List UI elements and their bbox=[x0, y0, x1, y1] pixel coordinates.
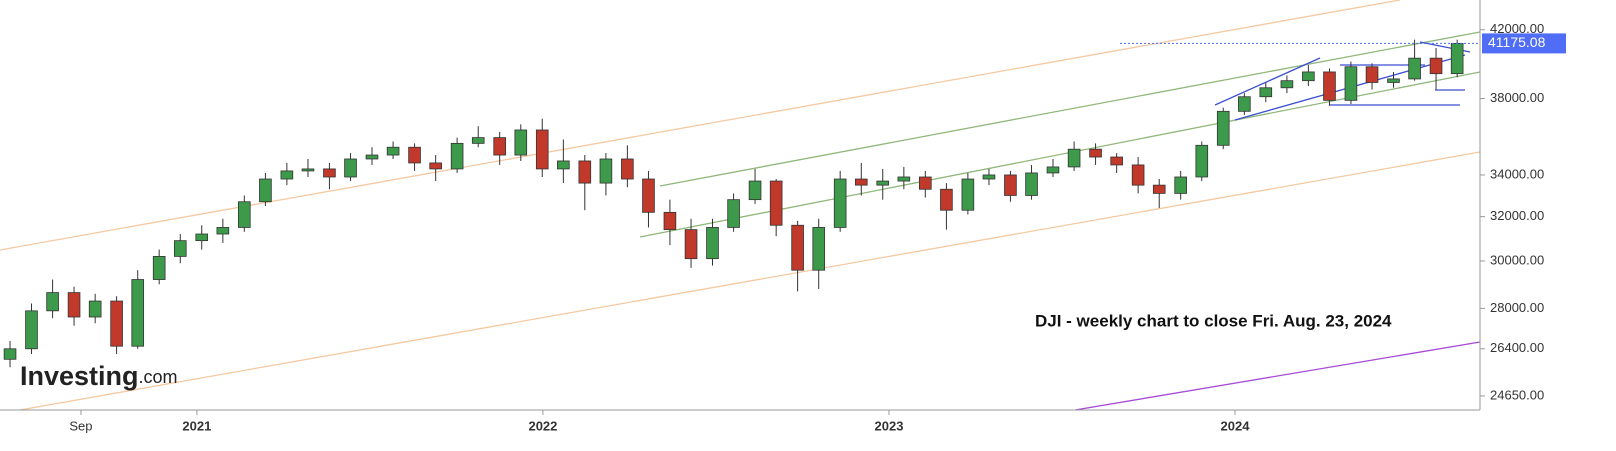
y-tick-label: 34000.00 bbox=[1490, 166, 1544, 181]
candle-body bbox=[1450, 43, 1464, 75]
candle-body bbox=[1344, 66, 1358, 101]
candle-body bbox=[1089, 148, 1102, 158]
candle-body bbox=[961, 178, 975, 211]
candle-body bbox=[1387, 78, 1400, 83]
candle-body bbox=[450, 142, 464, 170]
candle-body bbox=[642, 178, 655, 213]
brand-suffix: .com bbox=[139, 367, 178, 387]
candle-body bbox=[982, 174, 996, 180]
green-upper bbox=[659, 31, 1481, 187]
candle-body bbox=[429, 162, 442, 170]
blue-line bbox=[1214, 57, 1321, 106]
candle-body bbox=[408, 146, 421, 164]
candle-body bbox=[1174, 176, 1187, 194]
candle-body bbox=[301, 168, 315, 172]
candle-body bbox=[1259, 87, 1273, 98]
brand: Investing bbox=[20, 361, 139, 391]
candle-body bbox=[791, 224, 804, 271]
y-tick-label: 28000.00 bbox=[1490, 300, 1544, 315]
candle-body bbox=[1195, 144, 1209, 178]
y-tick-label: 32000.00 bbox=[1490, 208, 1544, 223]
last-price-label: 41175.08 bbox=[1488, 34, 1546, 50]
candle-body bbox=[621, 158, 634, 180]
candle-body bbox=[1323, 71, 1336, 101]
candle-body bbox=[471, 137, 485, 144]
candles bbox=[3, 39, 1464, 368]
y-tick-label: 24650.00 bbox=[1490, 387, 1544, 402]
candle-body bbox=[386, 146, 400, 156]
candle-body bbox=[110, 300, 123, 347]
candle-body bbox=[514, 129, 528, 156]
candle-body bbox=[1046, 166, 1060, 174]
candle-body bbox=[833, 178, 847, 228]
candle-body bbox=[854, 178, 868, 186]
candle-body bbox=[344, 158, 357, 178]
candle-body bbox=[663, 211, 677, 231]
candle-body bbox=[599, 158, 613, 184]
candle-body bbox=[238, 201, 251, 228]
candle-body bbox=[940, 188, 953, 211]
candle-body bbox=[706, 227, 719, 260]
candle-body bbox=[919, 176, 932, 190]
candle-body bbox=[897, 176, 911, 182]
candle-body bbox=[1302, 71, 1315, 82]
x-tick-label: Sep bbox=[69, 418, 92, 433]
channel-lower bbox=[19, 151, 1481, 411]
brand-logo: Investing.com bbox=[20, 361, 178, 391]
x-tick-label: 2022 bbox=[528, 418, 557, 433]
candle-body bbox=[1004, 174, 1017, 196]
purple-line bbox=[1074, 341, 1481, 411]
candle-body bbox=[1280, 80, 1294, 89]
last-price-box bbox=[1482, 33, 1566, 54]
candle-body bbox=[578, 160, 592, 184]
candle-body bbox=[259, 178, 272, 203]
x-tick-label: 2023 bbox=[875, 418, 904, 433]
candle-body bbox=[1238, 96, 1251, 112]
candle-body bbox=[876, 180, 890, 186]
y-tick-label: 38000.00 bbox=[1490, 90, 1544, 105]
candle-body bbox=[216, 227, 230, 235]
candle-body bbox=[1365, 66, 1379, 83]
candle-body bbox=[195, 233, 209, 242]
candle-body bbox=[280, 170, 294, 180]
x-tick-label: 2024 bbox=[1221, 418, 1251, 433]
y-tick-label: 42000.00 bbox=[1490, 21, 1544, 36]
candle-body bbox=[1152, 184, 1166, 194]
candle-body bbox=[88, 300, 102, 318]
candle-body bbox=[365, 154, 379, 160]
candle-body bbox=[173, 240, 187, 257]
candle-body bbox=[684, 229, 698, 260]
candle-body bbox=[25, 310, 38, 350]
candle-body bbox=[535, 129, 549, 170]
candle-body bbox=[557, 160, 570, 170]
candle-body bbox=[1025, 172, 1038, 196]
candle-body bbox=[3, 348, 17, 360]
y-tick-label: 26400.00 bbox=[1490, 340, 1544, 355]
x-tick-label: 2021 bbox=[182, 418, 211, 433]
candle-body bbox=[1408, 57, 1421, 80]
channel-upper bbox=[0, 0, 1401, 251]
candle-body bbox=[1110, 156, 1123, 166]
candle-body bbox=[152, 255, 166, 280]
candle-body bbox=[46, 292, 59, 312]
annotation: DJI - weekly chart to close Fri. Aug. 23… bbox=[1035, 311, 1392, 330]
candle-body bbox=[1131, 164, 1145, 186]
candle-body bbox=[131, 279, 145, 347]
candle-body bbox=[812, 227, 826, 271]
y-tick-label: 30000.00 bbox=[1490, 252, 1544, 267]
candle-body bbox=[748, 180, 762, 201]
candle-body bbox=[769, 180, 783, 226]
candle-body bbox=[1429, 57, 1443, 75]
candle-body bbox=[493, 137, 506, 156]
candle-body bbox=[323, 168, 336, 178]
candle-body bbox=[1067, 148, 1081, 168]
candle-body bbox=[1216, 110, 1230, 146]
candle-body bbox=[67, 292, 81, 318]
candle-body bbox=[727, 199, 740, 228]
